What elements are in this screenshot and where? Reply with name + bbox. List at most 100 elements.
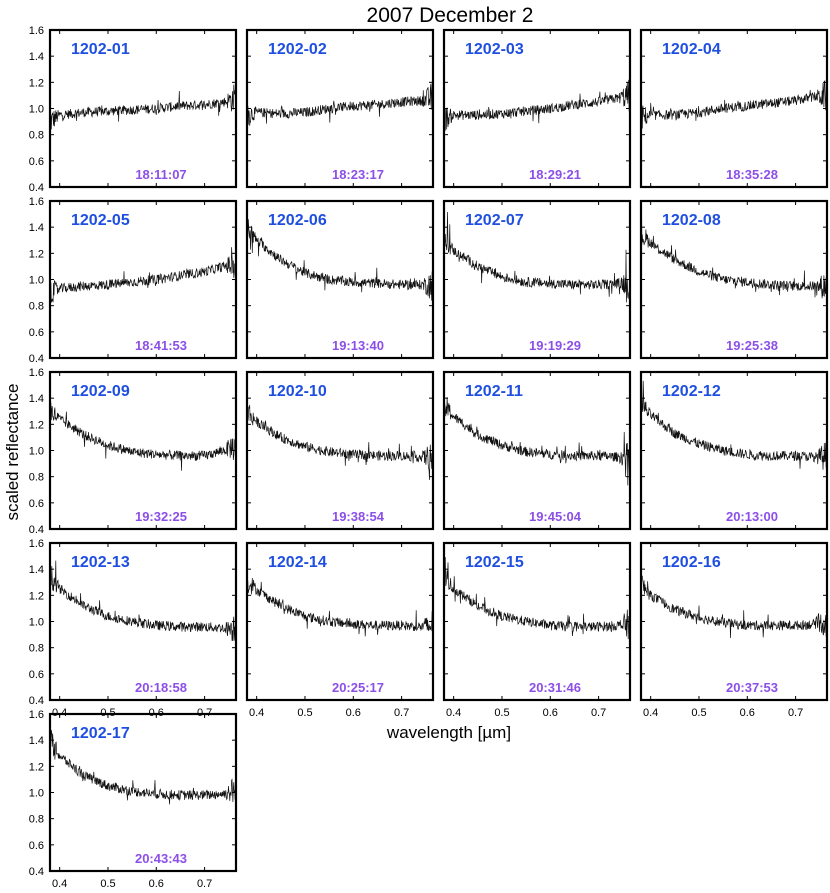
panel-id-label: 1202-09 [71,383,130,400]
panel-1202-03: 1202-03 18:29:21 [442,28,632,189]
y-tick-label: 1.6 [29,196,44,208]
panel-1202-06: 1202-06 19:13:40 [245,199,435,360]
y-tick-label: 1.6 [29,25,44,37]
y-tick-label: 1.6 [29,367,44,379]
spectrum-line [444,391,630,486]
y-tick-label: 1.0 [29,788,44,800]
y-tick-label: 0.4 [29,182,44,194]
x-tick-label: 0.5 [297,707,312,719]
panel-1202-09: 0.4 0.6 0.8 1.0 1.2 1.4 1.6 1202-09 19:32:25 [29,367,238,536]
panel-time-label: 18:41:53 [135,338,187,353]
spectrum-line [247,404,433,481]
x-tick-label: 0.7 [394,707,409,719]
panel-id-label: 1202-03 [465,41,524,58]
panel-time-label: 20:13:00 [726,509,778,524]
panel-id-label: 1202-10 [268,383,327,400]
y-tick-label: 0.6 [29,327,44,339]
panel-1202-14: 0.4 0.5 0.6 0.7 1202-14 20:25:17 [245,541,435,719]
panel-1202-17: 0.4 0.6 0.8 1.0 1.2 1.4 1.6 0.4 0.5 0.6 0.7 1202-17… [29,709,238,890]
y-tick-label: 1.2 [29,419,44,431]
panel-time-label: 18:23:17 [332,167,384,182]
spectrum-line [641,80,827,129]
panel-time-label: 18:11:07 [135,167,186,182]
panel-1202-07: 1202-07 19:19:29 [442,199,632,360]
spectrum-line [641,575,827,639]
x-tick-label: 0.4 [643,707,658,719]
spectrum-line [641,380,827,470]
y-tick-label: 0.4 [29,353,44,365]
y-tick-label: 1.0 [29,275,44,287]
panel-time-label: 19:45:04 [529,509,582,524]
spectrum-line [50,560,236,645]
panel-id-label: 1202-06 [268,212,327,229]
y-tick-label: 1.2 [29,761,44,773]
panel-1202-04: 1202-04 18:35:28 [639,28,829,189]
panel-time-label: 20:25:17 [332,680,384,695]
x-tick-label: 0.6 [740,707,755,719]
panel-id-label: 1202-16 [662,554,721,571]
panel-time-label: 20:18:58 [135,680,187,695]
y-tick-label: 0.8 [29,472,44,484]
x-tick-label: 0.5 [691,707,706,719]
panel-id-label: 1202-13 [71,554,130,571]
x-tick-label: 0.6 [346,707,361,719]
panel-1202-16: 0.4 0.5 0.6 0.7 1202-16 20:37:53 [639,541,829,719]
panel-id-label: 1202-02 [268,41,327,58]
y-tick-label: 0.8 [29,130,44,142]
panel-1202-12: 1202-12 20:13:00 [639,370,829,531]
y-axis-label: scaled reflectance [3,383,22,520]
x-tick-label: 0.7 [197,878,212,890]
x-tick-label: 0.6 [149,878,164,890]
panel-time-label: 19:38:54 [332,509,385,524]
spectrum-line [444,557,630,643]
y-tick-label: 1.4 [29,393,44,405]
panel-id-label: 1202-05 [71,212,130,229]
y-tick-label: 0.8 [29,814,44,826]
y-tick-label: 0.8 [29,643,44,655]
figure-title: 2007 December 2 [367,4,534,27]
panel-time-label: 20:37:53 [726,680,778,695]
spectrum-line [247,83,433,126]
panel-time-label: 19:32:25 [135,509,187,524]
y-tick-label: 1.2 [29,248,44,260]
panel-1202-08: 1202-08 19:25:38 [639,199,829,360]
panel-id-label: 1202-14 [268,554,327,571]
spectrum-line [247,213,433,301]
x-tick-label: 0.7 [591,707,606,719]
y-tick-label: 1.2 [29,590,44,602]
panel-id-label: 1202-01 [71,41,130,58]
panel-id-label: 1202-04 [662,41,721,58]
x-tick-label: 0.5 [100,878,115,890]
y-tick-label: 0.6 [29,669,44,681]
panel-time-label: 19:13:40 [332,338,384,353]
panel-time-label: 19:19:29 [529,338,581,353]
y-tick-label: 0.6 [29,840,44,852]
panel-id-label: 1202-08 [662,212,721,229]
x-tick-label: 0.7 [788,707,803,719]
panel-1202-11: 1202-11 19:45:04 [442,370,632,531]
y-tick-label: 1.6 [29,709,44,721]
panel-1202-13: 0.40.60.81.01.21.41.60.4 0.5 0.6 0.71202-13… [29,538,238,719]
y-tick-label: 0.4 [29,866,44,878]
panel-id-label: 1202-07 [465,212,524,229]
y-tick-label: 1.0 [29,617,44,629]
x-tick-label: 0.4 [52,878,67,890]
x-tick-label: 0.4 [249,707,264,719]
y-tick-label: 0.4 [29,524,44,536]
y-tick-label: 1.4 [29,222,44,234]
x-tick-label: 0.5 [494,707,509,719]
y-tick-label: 0.6 [29,156,44,168]
y-tick-label: 0.8 [29,301,44,313]
panel-1202-15: 0.4 0.5 0.6 0.7 1202-15 20:31:46 [442,541,632,719]
y-tick-label: 0.4 [29,695,44,707]
y-tick-label: 1.0 [29,104,44,116]
y-tick-label: 1.0 [29,446,44,458]
panel-1202-10: 1202-10 19:38:54 [245,370,435,531]
y-tick-label: 0.6 [29,498,44,510]
panel-id-label: 1202-12 [662,383,721,400]
y-tick-label: 1.6 [29,538,44,550]
panel-id-label: 1202-11 [465,383,523,400]
spectrum-line [50,729,236,805]
panel-1202-05: 0.4 0.6 0.8 1.0 1.2 1.4 1.6 1202-05 18:41:53 [29,196,238,365]
